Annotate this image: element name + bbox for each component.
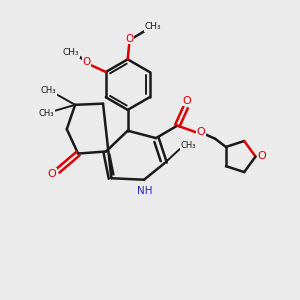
Text: O: O bbox=[47, 169, 56, 179]
Text: O: O bbox=[258, 151, 266, 160]
Text: CH₃: CH₃ bbox=[145, 22, 161, 32]
Text: CH₃: CH₃ bbox=[180, 141, 196, 150]
Text: O: O bbox=[197, 127, 206, 136]
Text: O: O bbox=[125, 34, 133, 44]
Text: CH₃: CH₃ bbox=[39, 109, 54, 118]
Text: CH₃: CH₃ bbox=[62, 49, 79, 58]
Text: O: O bbox=[82, 57, 90, 67]
Text: O: O bbox=[182, 96, 190, 106]
Text: CH₃: CH₃ bbox=[40, 86, 56, 95]
Text: NH: NH bbox=[137, 186, 152, 196]
